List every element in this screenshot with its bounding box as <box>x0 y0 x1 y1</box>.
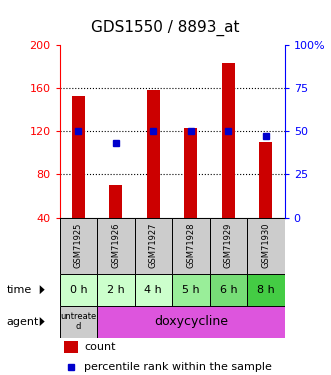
Bar <box>72 96 85 218</box>
Bar <box>172 274 210 306</box>
Text: 2 h: 2 h <box>107 285 125 295</box>
Text: 8 h: 8 h <box>257 285 275 295</box>
Bar <box>210 274 247 306</box>
Text: GSM71927: GSM71927 <box>149 223 158 268</box>
Bar <box>97 217 135 274</box>
Bar <box>60 306 97 338</box>
Bar <box>259 142 272 218</box>
Text: GSM71929: GSM71929 <box>224 223 233 268</box>
Text: GDS1550 / 8893_at: GDS1550 / 8893_at <box>91 20 240 36</box>
Bar <box>97 306 285 338</box>
Bar <box>135 274 172 306</box>
Bar <box>60 274 97 306</box>
Text: GSM71928: GSM71928 <box>186 223 195 268</box>
Text: agent: agent <box>7 316 39 327</box>
Text: percentile rank within the sample: percentile rank within the sample <box>84 362 272 372</box>
Bar <box>210 217 247 274</box>
Text: 0 h: 0 h <box>70 285 87 295</box>
Text: time: time <box>7 285 32 295</box>
Bar <box>60 217 97 274</box>
Bar <box>247 217 285 274</box>
Bar <box>147 90 160 218</box>
Bar <box>135 217 172 274</box>
Text: GSM71930: GSM71930 <box>261 223 270 268</box>
Bar <box>184 128 197 218</box>
Text: GSM71926: GSM71926 <box>111 223 120 268</box>
Text: count: count <box>84 342 116 352</box>
Bar <box>97 274 135 306</box>
Text: 4 h: 4 h <box>145 285 162 295</box>
Bar <box>64 341 77 353</box>
Bar <box>247 274 285 306</box>
Bar <box>172 217 210 274</box>
Text: GSM71925: GSM71925 <box>74 223 83 268</box>
Bar <box>109 185 122 218</box>
Text: doxycycline: doxycycline <box>154 315 228 328</box>
Text: untreate
d: untreate d <box>60 312 96 331</box>
Bar <box>222 63 235 217</box>
Text: 5 h: 5 h <box>182 285 200 295</box>
Text: 6 h: 6 h <box>219 285 237 295</box>
